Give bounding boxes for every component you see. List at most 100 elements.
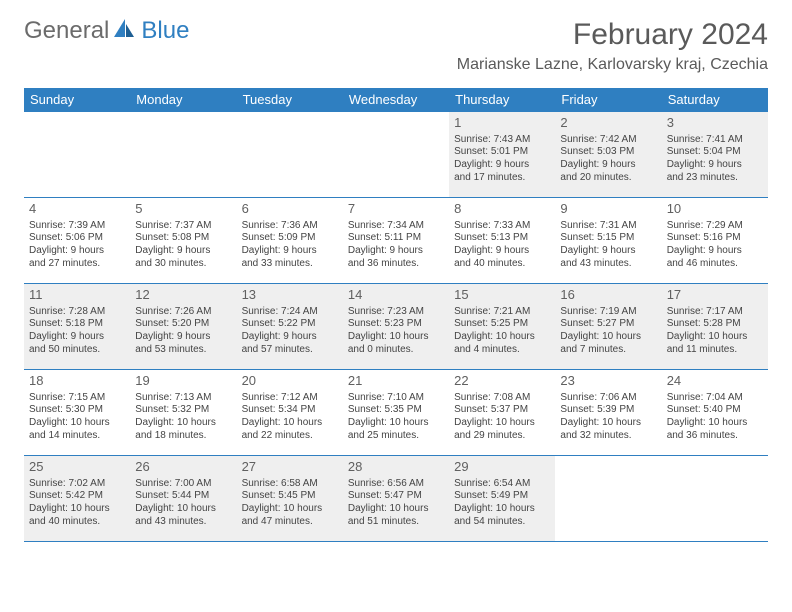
daylight-text: and 29 minutes.	[454, 430, 550, 443]
daylight-text: Daylight: 9 hours	[667, 159, 763, 172]
day-number: 15	[454, 287, 550, 304]
daylight-text: Daylight: 10 hours	[242, 417, 338, 430]
daylight-text: Daylight: 10 hours	[135, 417, 231, 430]
sunset-text: Sunset: 5:20 PM	[135, 318, 231, 331]
location-text: Marianske Lazne, Karlovarsky kraj, Czech…	[457, 56, 768, 74]
logo-text-general: General	[24, 19, 109, 43]
day-number: 23	[560, 373, 656, 390]
sunset-text: Sunset: 5:08 PM	[135, 232, 231, 245]
calendar-day-cell: 17Sunrise: 7:17 AMSunset: 5:28 PMDayligh…	[662, 284, 768, 370]
calendar-row: 1Sunrise: 7:43 AMSunset: 5:01 PMDaylight…	[24, 112, 768, 198]
calendar-day-cell: 28Sunrise: 6:56 AMSunset: 5:47 PMDayligh…	[343, 456, 449, 542]
daylight-text: Daylight: 9 hours	[242, 331, 338, 344]
sunrise-text: Sunrise: 7:08 AM	[454, 392, 550, 405]
day-number: 5	[135, 201, 231, 218]
daylight-text: Daylight: 10 hours	[454, 503, 550, 516]
sunset-text: Sunset: 5:40 PM	[667, 404, 763, 417]
sunrise-text: Sunrise: 7:04 AM	[667, 392, 763, 405]
sunset-text: Sunset: 5:06 PM	[29, 232, 125, 245]
day-number: 28	[348, 459, 444, 476]
sunrise-text: Sunrise: 7:36 AM	[242, 220, 338, 233]
sunrise-text: Sunrise: 7:10 AM	[348, 392, 444, 405]
day-number: 9	[560, 201, 656, 218]
daylight-text: Daylight: 10 hours	[454, 331, 550, 344]
daylight-text: Daylight: 9 hours	[29, 245, 125, 258]
sunrise-text: Sunrise: 7:41 AM	[667, 134, 763, 147]
sunrise-text: Sunrise: 7:13 AM	[135, 392, 231, 405]
day-number: 2	[560, 115, 656, 132]
calendar-day-cell: 1Sunrise: 7:43 AMSunset: 5:01 PMDaylight…	[449, 112, 555, 198]
month-title: February 2024	[457, 18, 768, 52]
daylight-text: and 0 minutes.	[348, 344, 444, 357]
sunrise-text: Sunrise: 6:56 AM	[348, 478, 444, 491]
sunrise-text: Sunrise: 7:43 AM	[454, 134, 550, 147]
day-number: 8	[454, 201, 550, 218]
daylight-text: and 23 minutes.	[667, 172, 763, 185]
daylight-text: and 43 minutes.	[560, 258, 656, 271]
calendar-row: 11Sunrise: 7:28 AMSunset: 5:18 PMDayligh…	[24, 284, 768, 370]
sunset-text: Sunset: 5:42 PM	[29, 490, 125, 503]
daylight-text: Daylight: 9 hours	[348, 245, 444, 258]
sunset-text: Sunset: 5:16 PM	[667, 232, 763, 245]
sunrise-text: Sunrise: 7:00 AM	[135, 478, 231, 491]
sunset-text: Sunset: 5:09 PM	[242, 232, 338, 245]
sunset-text: Sunset: 5:25 PM	[454, 318, 550, 331]
day-number: 17	[667, 287, 763, 304]
daylight-text: Daylight: 9 hours	[454, 159, 550, 172]
daylight-text: and 54 minutes.	[454, 516, 550, 529]
day-number: 1	[454, 115, 550, 132]
sunset-text: Sunset: 5:34 PM	[242, 404, 338, 417]
sunset-text: Sunset: 5:39 PM	[560, 404, 656, 417]
sunset-text: Sunset: 5:35 PM	[348, 404, 444, 417]
sunset-text: Sunset: 5:22 PM	[242, 318, 338, 331]
sunrise-text: Sunrise: 7:06 AM	[560, 392, 656, 405]
daylight-text: and 43 minutes.	[135, 516, 231, 529]
sunset-text: Sunset: 5:37 PM	[454, 404, 550, 417]
calendar-day-cell: 8Sunrise: 7:33 AMSunset: 5:13 PMDaylight…	[449, 198, 555, 284]
sunrise-text: Sunrise: 7:17 AM	[667, 306, 763, 319]
calendar-day-cell: 27Sunrise: 6:58 AMSunset: 5:45 PMDayligh…	[237, 456, 343, 542]
logo: General Blue	[24, 18, 189, 43]
calendar-day-cell: 16Sunrise: 7:19 AMSunset: 5:27 PMDayligh…	[555, 284, 661, 370]
daylight-text: and 17 minutes.	[454, 172, 550, 185]
title-block: February 2024 Marianske Lazne, Karlovars…	[457, 18, 768, 74]
daylight-text: Daylight: 9 hours	[667, 245, 763, 258]
daylight-text: Daylight: 9 hours	[560, 159, 656, 172]
calendar-day-cell: 13Sunrise: 7:24 AMSunset: 5:22 PMDayligh…	[237, 284, 343, 370]
daylight-text: and 7 minutes.	[560, 344, 656, 357]
sunrise-text: Sunrise: 7:23 AM	[348, 306, 444, 319]
calendar-day-cell: 24Sunrise: 7:04 AMSunset: 5:40 PMDayligh…	[662, 370, 768, 456]
calendar-empty-cell	[237, 112, 343, 198]
daylight-text: and 50 minutes.	[29, 344, 125, 357]
daylight-text: and 30 minutes.	[135, 258, 231, 271]
day-header: Sunday	[24, 88, 130, 112]
sunrise-text: Sunrise: 7:37 AM	[135, 220, 231, 233]
daylight-text: and 36 minutes.	[348, 258, 444, 271]
day-number: 10	[667, 201, 763, 218]
daylight-text: and 53 minutes.	[135, 344, 231, 357]
day-header: Wednesday	[343, 88, 449, 112]
daylight-text: Daylight: 10 hours	[667, 331, 763, 344]
sunrise-text: Sunrise: 6:58 AM	[242, 478, 338, 491]
sunrise-text: Sunrise: 7:15 AM	[29, 392, 125, 405]
daylight-text: and 27 minutes.	[29, 258, 125, 271]
calendar-day-cell: 4Sunrise: 7:39 AMSunset: 5:06 PMDaylight…	[24, 198, 130, 284]
daylight-text: and 46 minutes.	[667, 258, 763, 271]
sunset-text: Sunset: 5:23 PM	[348, 318, 444, 331]
day-number: 24	[667, 373, 763, 390]
sunset-text: Sunset: 5:45 PM	[242, 490, 338, 503]
day-number: 22	[454, 373, 550, 390]
day-header: Tuesday	[237, 88, 343, 112]
sunset-text: Sunset: 5:44 PM	[135, 490, 231, 503]
daylight-text: Daylight: 9 hours	[454, 245, 550, 258]
sunrise-text: Sunrise: 7:33 AM	[454, 220, 550, 233]
daylight-text: Daylight: 9 hours	[29, 331, 125, 344]
daylight-text: and 40 minutes.	[29, 516, 125, 529]
calendar-table: Sunday Monday Tuesday Wednesday Thursday…	[24, 88, 768, 542]
calendar-day-cell: 5Sunrise: 7:37 AMSunset: 5:08 PMDaylight…	[130, 198, 236, 284]
day-header: Saturday	[662, 88, 768, 112]
daylight-text: and 51 minutes.	[348, 516, 444, 529]
day-number: 12	[135, 287, 231, 304]
calendar-day-cell: 6Sunrise: 7:36 AMSunset: 5:09 PMDaylight…	[237, 198, 343, 284]
sunset-text: Sunset: 5:15 PM	[560, 232, 656, 245]
